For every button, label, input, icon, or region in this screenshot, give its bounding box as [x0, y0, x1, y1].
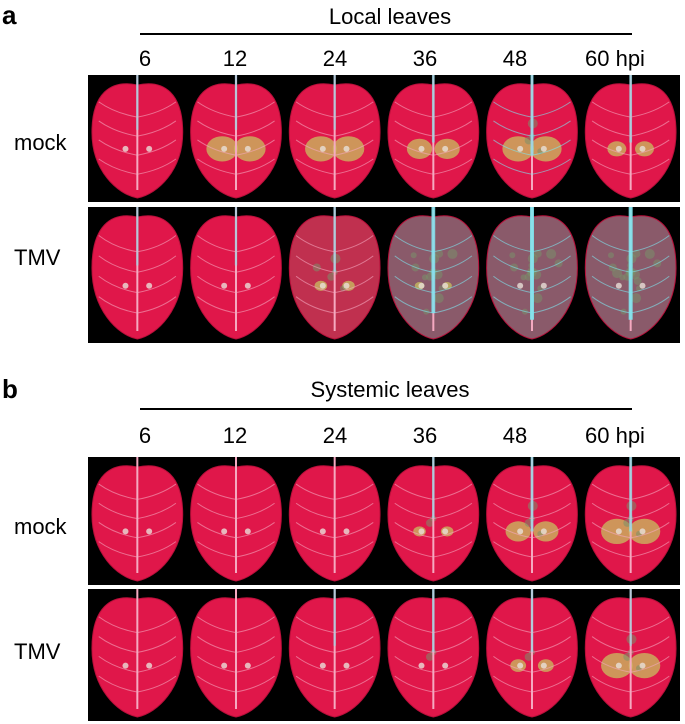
leaf	[387, 589, 480, 718]
leaf-strip-svg	[91, 457, 677, 582]
leaf-strip-svg	[91, 75, 677, 199]
panel-b-time-24: 24	[322, 423, 348, 448]
leaf	[288, 207, 381, 340]
leaf	[288, 457, 381, 582]
leaf	[288, 75, 381, 199]
leaf	[288, 589, 381, 718]
panel-b-time-6: 6	[138, 423, 152, 448]
panel-a-mock-leaf-photo	[88, 75, 680, 202]
panel-a-row-tmv: TMV	[14, 245, 61, 270]
panel-b-time-36: 36	[412, 423, 438, 448]
leaf-strip-svg	[91, 207, 677, 340]
panel-b-time-12: 12	[222, 423, 248, 448]
leaf	[584, 75, 677, 199]
leaf	[190, 207, 282, 340]
panel-a-title: Local leaves	[328, 4, 452, 29]
leaf	[190, 589, 282, 718]
leaf	[91, 207, 184, 340]
panel-b-time-48: 48	[502, 423, 528, 448]
panel-a-time-12: 12	[222, 46, 248, 71]
panel-b-tmv-leaf-photo	[88, 589, 680, 721]
leaf	[486, 75, 578, 199]
leaf	[91, 457, 184, 582]
leaf	[486, 589, 578, 718]
panel-b-row-mock: mock	[14, 514, 67, 539]
leaf	[190, 457, 282, 582]
panel-b-mock-leaf-photo	[88, 457, 680, 585]
panel-a-time-36: 36	[412, 46, 438, 71]
panel-letter-b: b	[2, 374, 18, 404]
leaf	[190, 75, 282, 199]
panel-b-title: Systemic leaves	[310, 377, 470, 402]
leaf	[584, 207, 677, 340]
panel-b-bracket	[140, 408, 632, 410]
panel-a-time-24: 24	[322, 46, 348, 71]
leaf	[91, 589, 184, 718]
panel-a-time-48: 48	[502, 46, 528, 71]
panel-a-time-60: 60 hpi	[585, 46, 645, 71]
leaf	[387, 207, 480, 340]
panel-b-time-60: 60 hpi	[585, 423, 645, 448]
leaf	[486, 457, 578, 582]
panel-a-bracket	[140, 33, 632, 35]
leaf	[584, 457, 677, 582]
leaf	[584, 589, 677, 718]
panel-a-time-6: 6	[138, 46, 152, 71]
panel-letter-a: a	[2, 0, 17, 30]
leaf	[387, 75, 480, 199]
panel-a-row-mock: mock	[14, 130, 67, 155]
leaf	[387, 457, 480, 582]
leaf-strip-svg	[91, 589, 677, 718]
leaf	[486, 207, 578, 340]
leaf	[91, 75, 184, 199]
panel-a-tmv-leaf-photo	[88, 207, 680, 343]
panel-b-row-tmv: TMV	[14, 639, 61, 664]
